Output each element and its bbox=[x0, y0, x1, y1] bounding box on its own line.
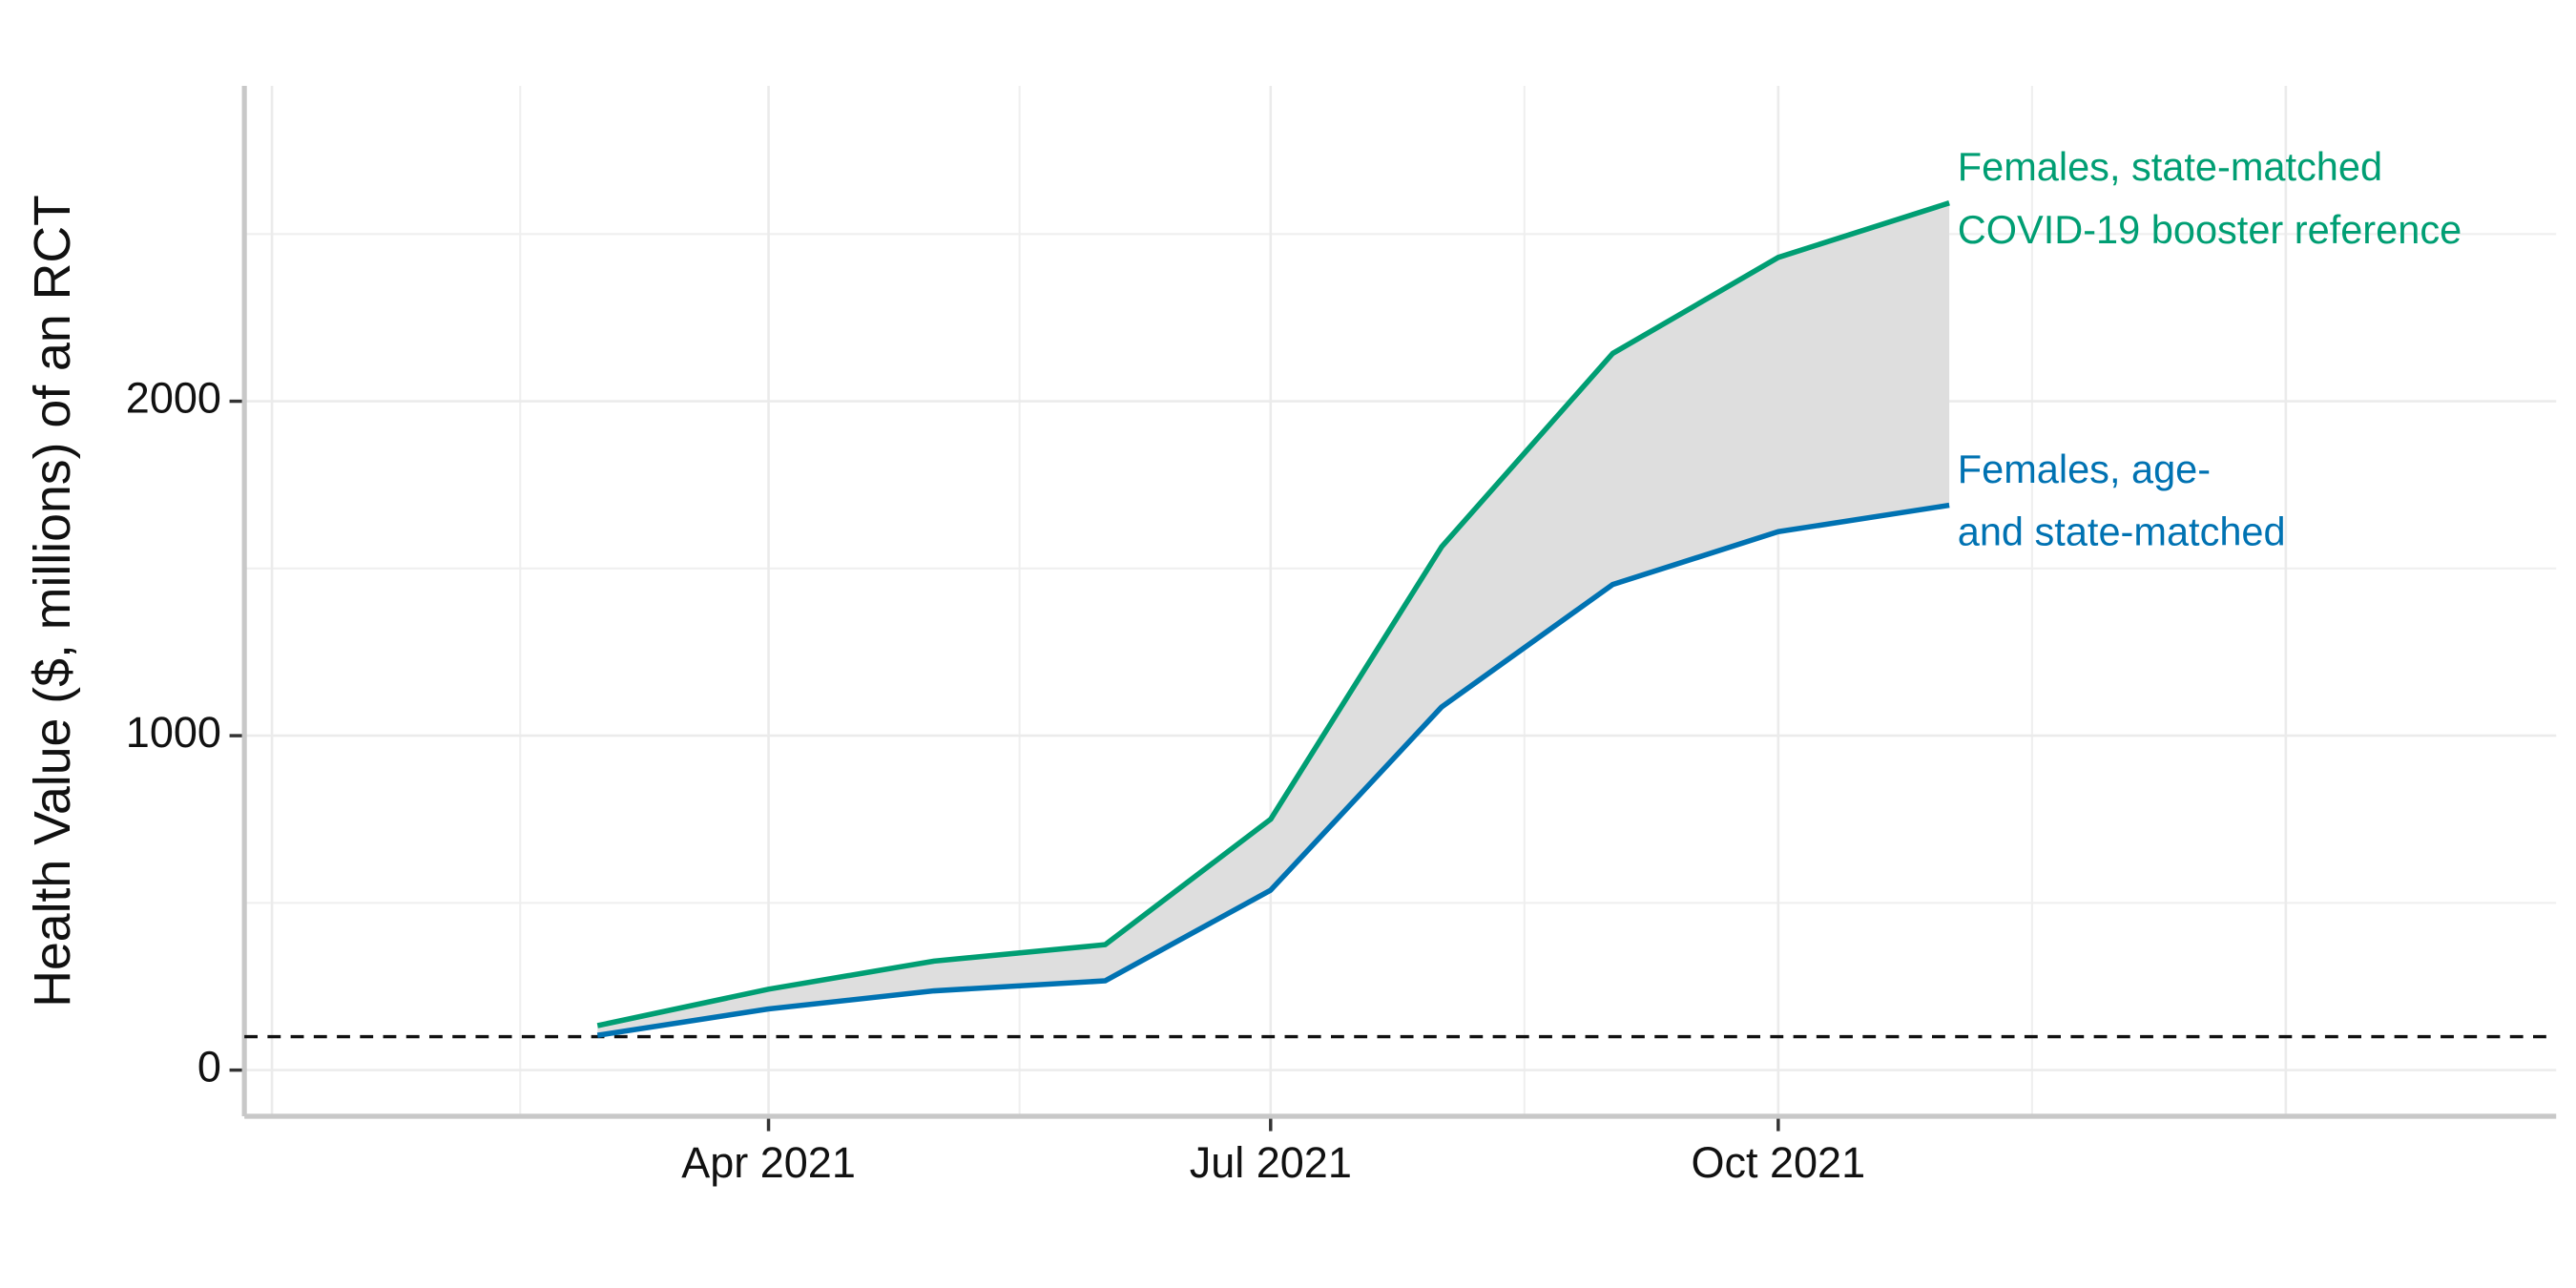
x-tick-label: Oct 2021 bbox=[1692, 1138, 1866, 1187]
ribbon bbox=[597, 202, 1950, 1036]
y-tick-label: 1000 bbox=[126, 708, 221, 757]
series-label: COVID-19 booster reference bbox=[1958, 207, 2462, 252]
series-line bbox=[596, 502, 1950, 1038]
y-axis-label: Health Value ($, millions) of an RCT bbox=[24, 195, 81, 1008]
x-tick-label: Jul 2021 bbox=[1190, 1138, 1352, 1187]
y-tick-label: 0 bbox=[197, 1043, 221, 1091]
series-label: and state-matched bbox=[1958, 509, 2286, 554]
series-label: Females, state-matched bbox=[1958, 144, 2382, 189]
series-label: Females, age- bbox=[1958, 447, 2211, 491]
series-line bbox=[596, 200, 1950, 1028]
x-tick-label: Apr 2021 bbox=[681, 1138, 856, 1187]
y-tick-label: 2000 bbox=[126, 373, 221, 422]
